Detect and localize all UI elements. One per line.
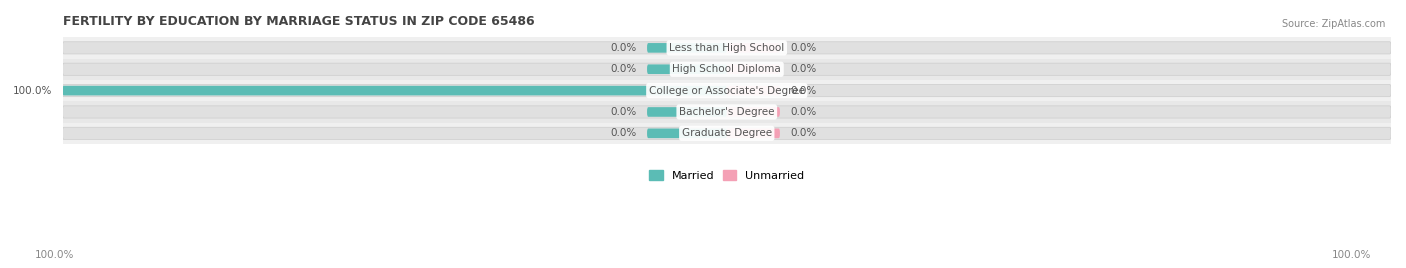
Bar bbox=[62, 37, 1391, 58]
Bar bbox=[62, 58, 1391, 80]
Text: 0.0%: 0.0% bbox=[610, 128, 637, 138]
FancyBboxPatch shape bbox=[727, 84, 1391, 97]
FancyBboxPatch shape bbox=[727, 127, 1391, 139]
Bar bbox=[62, 101, 1391, 123]
Text: 0.0%: 0.0% bbox=[610, 64, 637, 74]
FancyBboxPatch shape bbox=[62, 127, 727, 139]
Text: 0.0%: 0.0% bbox=[790, 107, 815, 117]
FancyBboxPatch shape bbox=[62, 106, 727, 118]
Text: 100.0%: 100.0% bbox=[13, 85, 52, 96]
Text: 0.0%: 0.0% bbox=[790, 128, 815, 138]
Text: 100.0%: 100.0% bbox=[1331, 250, 1371, 260]
Text: FERTILITY BY EDUCATION BY MARRIAGE STATUS IN ZIP CODE 65486: FERTILITY BY EDUCATION BY MARRIAGE STATU… bbox=[62, 15, 534, 28]
FancyBboxPatch shape bbox=[727, 63, 1391, 75]
Text: 0.0%: 0.0% bbox=[790, 43, 815, 53]
FancyBboxPatch shape bbox=[62, 84, 727, 97]
Text: 0.0%: 0.0% bbox=[790, 64, 815, 74]
FancyBboxPatch shape bbox=[727, 42, 1391, 54]
FancyBboxPatch shape bbox=[62, 86, 727, 95]
Text: College or Associate's Degree: College or Associate's Degree bbox=[648, 85, 804, 96]
Legend: Married, Unmarried: Married, Unmarried bbox=[645, 166, 808, 185]
FancyBboxPatch shape bbox=[647, 129, 727, 138]
Text: 0.0%: 0.0% bbox=[610, 43, 637, 53]
FancyBboxPatch shape bbox=[727, 64, 780, 74]
Text: Graduate Degree: Graduate Degree bbox=[682, 128, 772, 138]
Text: Source: ZipAtlas.com: Source: ZipAtlas.com bbox=[1281, 19, 1385, 29]
Text: Bachelor's Degree: Bachelor's Degree bbox=[679, 107, 775, 117]
Text: 0.0%: 0.0% bbox=[790, 85, 815, 96]
FancyBboxPatch shape bbox=[727, 106, 1391, 118]
FancyBboxPatch shape bbox=[727, 43, 780, 53]
FancyBboxPatch shape bbox=[727, 129, 780, 138]
Bar bbox=[62, 80, 1391, 101]
FancyBboxPatch shape bbox=[727, 86, 780, 95]
FancyBboxPatch shape bbox=[647, 64, 727, 74]
FancyBboxPatch shape bbox=[727, 107, 780, 117]
Text: High School Diploma: High School Diploma bbox=[672, 64, 782, 74]
FancyBboxPatch shape bbox=[62, 63, 727, 75]
Bar bbox=[62, 123, 1391, 144]
Text: 100.0%: 100.0% bbox=[35, 250, 75, 260]
FancyBboxPatch shape bbox=[647, 107, 727, 117]
Text: 0.0%: 0.0% bbox=[610, 107, 637, 117]
FancyBboxPatch shape bbox=[62, 42, 727, 54]
FancyBboxPatch shape bbox=[647, 43, 727, 53]
Text: Less than High School: Less than High School bbox=[669, 43, 785, 53]
